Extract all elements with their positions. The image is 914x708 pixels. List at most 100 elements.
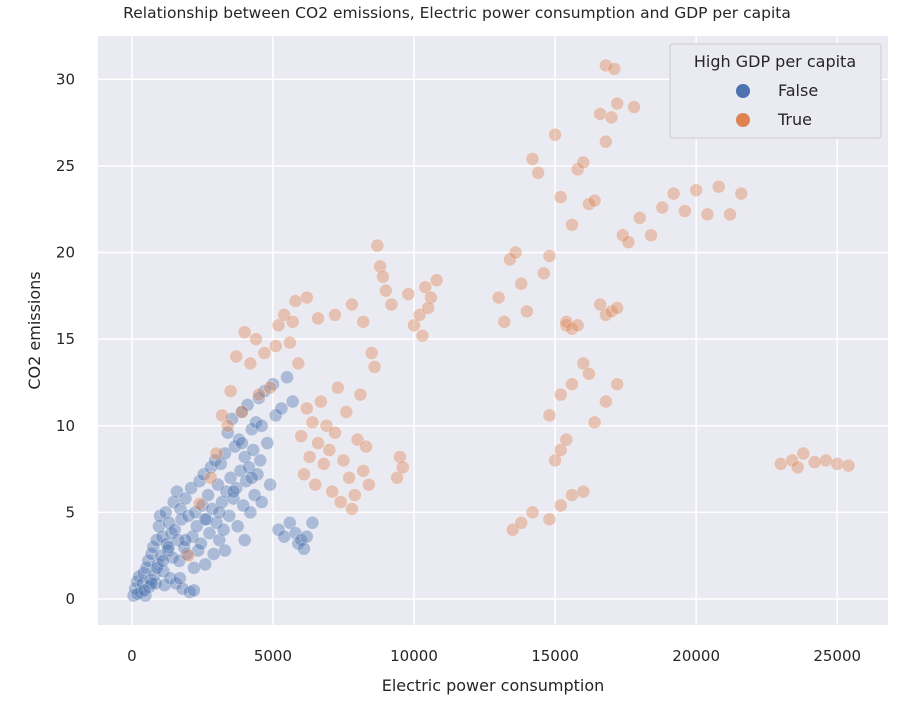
data-point [237, 325, 252, 340]
data-point [785, 453, 799, 468]
y-axis-ticks: 0 5 10 15 20 25 30 [56, 70, 75, 608]
data-point [156, 564, 171, 579]
data-point [505, 522, 520, 537]
data-point [149, 533, 164, 548]
data-point [587, 193, 602, 208]
data-point [130, 586, 145, 601]
data-point [330, 380, 345, 395]
data-point [246, 443, 261, 457]
data-point [570, 162, 585, 177]
data-point [209, 515, 224, 530]
data-point [610, 96, 625, 111]
data-point [359, 439, 373, 454]
data-point [598, 308, 613, 322]
data-point [271, 318, 286, 333]
data-point [345, 502, 359, 516]
data-point [175, 581, 190, 596]
data-point [299, 529, 314, 544]
data-point [328, 425, 342, 440]
data-point [570, 318, 585, 333]
data-point [182, 585, 197, 599]
data-point [288, 294, 303, 308]
data-point [150, 557, 165, 572]
data-point [582, 197, 596, 211]
data-point [277, 529, 292, 544]
data-point [249, 332, 263, 347]
x-axis-label: Electric power consumption [382, 676, 605, 695]
data-point [299, 401, 314, 416]
data-point [194, 536, 208, 551]
data-point [347, 488, 362, 502]
data-point [208, 453, 222, 468]
data-point [542, 408, 557, 423]
data-point [240, 398, 255, 412]
data-point [257, 346, 272, 360]
x-tick-label: 10000 [390, 647, 438, 665]
data-point [313, 394, 328, 409]
data-point [201, 488, 215, 502]
data-point [192, 496, 207, 511]
data-point [565, 488, 579, 502]
data-point [333, 495, 348, 509]
data-point [604, 110, 619, 125]
data-point [576, 484, 591, 499]
data-point [353, 387, 368, 402]
y-tick-label: 5 [65, 503, 75, 521]
data-point [253, 453, 268, 468]
data-point [223, 384, 238, 399]
data-point [229, 349, 244, 364]
data-point [542, 512, 557, 527]
data-point [677, 204, 692, 218]
x-tick-label: 0 [127, 647, 137, 665]
data-point [226, 484, 241, 499]
data-point [135, 576, 150, 591]
data-point [299, 290, 314, 305]
legend-box [669, 43, 882, 139]
data-point [305, 515, 320, 530]
data-point [604, 304, 619, 319]
data-point [164, 526, 179, 541]
data-point [167, 522, 182, 537]
data-point [198, 512, 213, 527]
data-point [203, 470, 218, 485]
data-point [700, 207, 715, 222]
data-point [316, 456, 331, 471]
y-tick-label: 0 [65, 590, 75, 608]
data-point [268, 339, 283, 353]
data-point [179, 547, 194, 561]
data-point [257, 384, 272, 399]
data-point [421, 301, 436, 315]
data-point [234, 405, 249, 419]
data-point [141, 554, 156, 568]
data-point [232, 432, 246, 447]
data-point [244, 422, 259, 437]
legend-title: High GDP per capita [694, 52, 856, 71]
data-point [367, 359, 382, 374]
data-point [336, 453, 351, 468]
data-point [632, 210, 647, 225]
data-point [542, 249, 557, 263]
data-point [655, 200, 670, 215]
data-point [525, 152, 540, 166]
data-point [159, 536, 174, 551]
data-point [576, 356, 591, 371]
data-point [212, 505, 227, 520]
data-point [294, 533, 309, 548]
data-point [361, 477, 376, 492]
data-point [621, 235, 636, 250]
data-point [192, 474, 207, 489]
data-point [268, 408, 283, 423]
data-point [191, 543, 206, 558]
data-point [559, 314, 574, 329]
data-point [234, 405, 249, 419]
chart-title: Relationship between CO2 emissions, Elec… [123, 4, 791, 22]
data-point [211, 477, 225, 492]
data-point [163, 571, 178, 586]
data-point [181, 548, 196, 563]
data-point [219, 484, 234, 499]
data-point [243, 356, 258, 371]
data-point [271, 522, 286, 537]
data-point [229, 481, 244, 496]
data-point [390, 470, 404, 485]
data-point [236, 498, 251, 513]
